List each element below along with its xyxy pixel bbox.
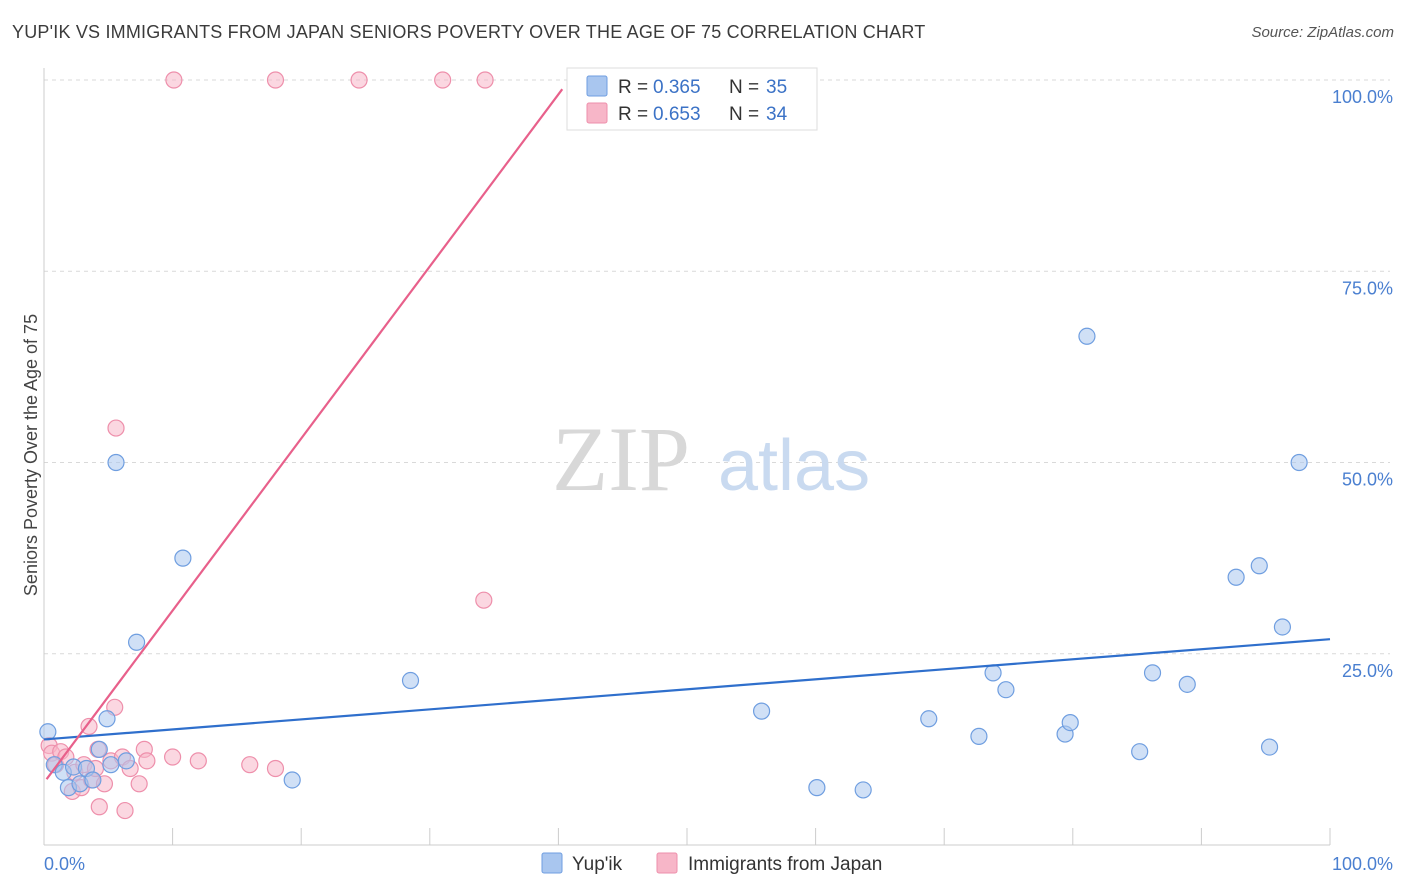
yupik-point-30 — [1227, 568, 1245, 586]
yupik-point-23 — [997, 681, 1015, 699]
watermark: ZIP atlas — [552, 408, 870, 510]
y-tick-label-25: 25.0% — [1342, 661, 1393, 681]
japan-point-24 — [164, 748, 182, 766]
yupik-point-12 — [117, 752, 135, 770]
japan-point-9 — [80, 717, 98, 736]
yupik-point-26 — [1078, 327, 1096, 345]
legend-box — [566, 67, 818, 131]
japan-point-17 — [107, 419, 125, 437]
bottom-legend-swatch-japan — [656, 852, 678, 874]
yupik-point-0 — [39, 723, 57, 741]
y-tick-label-75: 75.0% — [1342, 278, 1393, 298]
series-yupik — [39, 327, 1308, 799]
yupik-point-32 — [1260, 738, 1279, 756]
series-immigrants-from-japan — [40, 71, 494, 820]
legend-r-value-pink: 0.653 — [653, 104, 701, 125]
legend-swatch-blue — [586, 75, 608, 97]
yupik-point-17 — [752, 702, 771, 720]
yupik-point-14 — [174, 549, 192, 567]
x-tick-labels: 0.0% 100.0% — [44, 854, 1393, 874]
yupik-point-8 — [90, 740, 108, 758]
yupik-point-18 — [808, 779, 826, 797]
yupik-point-15 — [283, 771, 301, 789]
japan-point-19 — [116, 801, 134, 820]
yupik-point-13 — [127, 633, 146, 651]
trendlines — [43, 88, 1331, 780]
yupik-point-27 — [1131, 743, 1149, 761]
y-tick-labels: 25.0% 50.0% 75.0% 100.0% — [1332, 87, 1393, 681]
japan-point-13 — [90, 798, 108, 816]
legend-n-label-pink: N = — [729, 104, 759, 125]
yupik-point-20 — [920, 710, 938, 728]
yupik-point-34 — [1290, 453, 1308, 472]
gridlines — [44, 79, 1390, 655]
watermark-zip: ZIP — [552, 408, 690, 510]
legend-r-value-blue: 0.365 — [653, 77, 701, 98]
legend-r-label-pink: R = — [618, 104, 648, 125]
legend-r-label-blue: R = — [618, 77, 648, 98]
chart-title: YUP'IK VS IMMIGRANTS FROM JAPAN SENIORS … — [12, 22, 926, 42]
japan-point-27 — [266, 759, 285, 778]
axes — [43, 68, 1331, 846]
watermark-atlas: atlas — [718, 426, 870, 506]
bottom-legend-label-yupik: Yup'ik — [572, 854, 623, 875]
yupik-point-21 — [970, 727, 988, 745]
yupik-point-25 — [1061, 713, 1079, 732]
legend-swatch-pink — [586, 102, 608, 124]
yupik-point-19 — [854, 781, 872, 799]
japan-point-26 — [241, 756, 259, 774]
y-axis-title: Seniors Poverty Over the Age of 75 — [21, 314, 41, 596]
bottom-legend: Yup'ik Immigrants from Japan — [541, 852, 882, 875]
yupik-point-28 — [1143, 664, 1162, 682]
japan-point-31 — [434, 71, 452, 89]
x-tick-label-min: 0.0% — [44, 854, 85, 874]
legend-n-value-pink: 34 — [766, 104, 788, 125]
japan-point-29 — [266, 71, 285, 89]
japan-point-28 — [165, 71, 183, 89]
x-tick-label-max: 100.0% — [1332, 854, 1393, 874]
yupik-point-22 — [984, 664, 1002, 682]
japan-point-21 — [130, 775, 148, 793]
y-tick-label-100: 100.0% — [1332, 87, 1393, 107]
yupik-point-33 — [1273, 618, 1292, 636]
yupik-point-11 — [107, 453, 125, 472]
legend: R = 0.365 N = 35 R = 0.653 N = 34 — [566, 67, 818, 131]
japan-point-30 — [350, 71, 368, 89]
japan-point-32 — [476, 71, 494, 89]
bottom-legend-label-japan: Immigrants from Japan — [688, 854, 882, 875]
trendline-japan — [45, 88, 564, 780]
chart-source: Source: ZipAtlas.com — [1251, 24, 1394, 41]
yupik-point-16 — [401, 671, 420, 690]
y-tick-label-50: 50.0% — [1342, 470, 1393, 490]
yupik-point-7 — [84, 771, 102, 789]
trendline-yupik — [43, 638, 1331, 741]
yupik-point-10 — [102, 756, 120, 774]
legend-n-label-blue: N = — [729, 77, 759, 98]
yupik-point-29 — [1178, 675, 1196, 693]
japan-point-25 — [189, 752, 207, 770]
japan-point-33 — [475, 591, 493, 609]
japan-point-23 — [138, 752, 156, 770]
yupik-point-9 — [98, 710, 116, 728]
legend-n-value-blue: 35 — [766, 77, 787, 98]
yupik-point-31 — [1250, 557, 1268, 575]
bottom-legend-swatch-yupik — [541, 852, 563, 874]
